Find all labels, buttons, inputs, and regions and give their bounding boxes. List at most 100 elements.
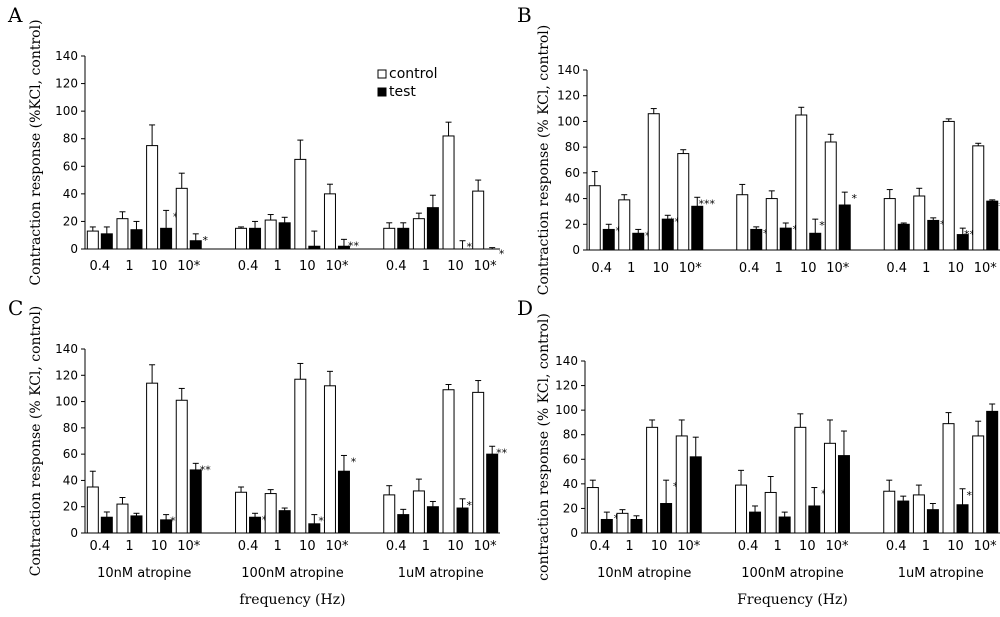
bar-control	[472, 391, 485, 534]
bar-test	[778, 516, 791, 534]
x-tick-label: 1	[274, 539, 282, 554]
x-tick-label: 10*	[325, 539, 349, 554]
x-tick-label: 10*	[474, 539, 498, 554]
y-tick-label: 40	[565, 192, 580, 206]
bar-control	[735, 484, 748, 534]
bar-control	[942, 120, 955, 251]
bar-control	[442, 389, 455, 534]
x-tick-label: 0.4	[89, 259, 110, 274]
significance-marker: ***	[994, 200, 1000, 213]
bar-control	[677, 153, 690, 251]
group-label: 100nM atropine	[241, 566, 344, 581]
chart-panel-A: A 0 20 40 60 80 100 120 140 Contraction response …	[7, 3, 505, 286]
bar-test	[130, 229, 143, 250]
panel-letter: B	[517, 3, 532, 27]
x-tick-label: 10	[799, 539, 816, 554]
bar-control	[586, 487, 599, 534]
y-tick-label: 20	[565, 217, 580, 231]
bar-control	[264, 219, 277, 250]
bar-test	[486, 453, 499, 534]
x-tick-label: 0.4	[738, 539, 759, 554]
y-tick-label: 20	[63, 214, 78, 228]
bar-control	[824, 141, 837, 251]
bar-control	[823, 442, 836, 534]
x-tick-label: 10	[299, 539, 316, 554]
bar-control	[618, 199, 631, 251]
y-tick-label: 0	[572, 243, 580, 257]
significance-marker: **	[496, 446, 508, 459]
y-tick-label: 40	[63, 473, 78, 487]
x-tick-label: 1	[922, 261, 930, 276]
bar-test	[632, 232, 645, 251]
bar-control	[913, 195, 926, 251]
y-axis-label: Contraction response (% KCl, control)	[28, 306, 44, 577]
bar-test	[749, 511, 762, 534]
chart-panel-B: B 0 20 40 60 80 100 120 140 Contraction response …	[517, 3, 1000, 295]
bar-test	[689, 456, 702, 534]
significance-marker: *	[203, 234, 209, 247]
panel-letter: A	[7, 3, 23, 27]
y-tick-label: 60	[63, 447, 78, 461]
x-tick-label: 10*	[474, 259, 498, 274]
bar-control	[588, 185, 601, 251]
significance-marker: *	[499, 248, 505, 261]
y-tick-label: 80	[63, 132, 78, 146]
x-axis-label: frequency (Hz)	[239, 592, 345, 608]
x-tick-label: 10*	[974, 539, 998, 554]
bar-test	[397, 227, 410, 250]
bar-control	[972, 145, 985, 251]
bar-test	[278, 222, 291, 250]
legend-label-test: test	[389, 84, 416, 100]
group-label: 1uM atropine	[398, 566, 484, 581]
y-tick-label: 60	[563, 452, 578, 466]
x-tick-label: 10	[151, 259, 168, 274]
x-tick-label: 0.4	[386, 539, 407, 554]
bar-control	[175, 399, 188, 534]
x-tick-label: 0.4	[886, 261, 907, 276]
bar-test	[838, 204, 851, 251]
panel-letter: D	[517, 296, 533, 320]
bar-test	[837, 455, 850, 534]
x-tick-label: 0.4	[739, 261, 760, 276]
x-axis-label: Frequency (Hz)	[737, 592, 848, 608]
group-label: 10nM atropine	[597, 566, 691, 581]
bar-control	[442, 135, 455, 250]
group-label: 1uM atropine	[898, 566, 984, 581]
x-tick-label: 10*	[679, 261, 703, 276]
bar-test	[927, 219, 940, 251]
y-tick-label: 100	[557, 114, 580, 128]
chart-panel-C: C 0 20 40 60 80 100 120 140 Contraction response …	[8, 296, 508, 608]
y-tick-label: 140	[555, 354, 578, 368]
x-tick-label: 1	[775, 261, 783, 276]
bar-test	[750, 228, 763, 251]
x-tick-label: 1	[774, 539, 782, 554]
bar-control	[883, 490, 896, 534]
bar-control	[616, 512, 629, 534]
y-tick-label: 80	[565, 140, 580, 154]
y-tick-label: 20	[63, 500, 78, 514]
x-tick-label: 10	[447, 259, 464, 274]
significance-marker: ***	[699, 197, 716, 210]
bar-control	[116, 503, 129, 534]
bar-control	[235, 227, 248, 250]
y-tick-label: 60	[63, 159, 78, 173]
x-tick-label: 10*	[974, 261, 998, 276]
y-axis-label: Contraction response (%KCl, control)	[28, 19, 44, 285]
y-tick-label: 120	[555, 379, 578, 393]
significance-marker: **	[200, 463, 212, 476]
bar-test	[779, 227, 792, 251]
x-tick-label: 10	[299, 259, 316, 274]
x-tick-label: 0.4	[89, 539, 110, 554]
x-tick-label: 10*	[177, 259, 201, 274]
bar-test	[189, 469, 202, 534]
bar-control	[412, 490, 425, 534]
x-tick-label: 10	[151, 539, 168, 554]
bar-control	[472, 190, 485, 250]
y-tick-label: 40	[63, 187, 78, 201]
legend-label-control: control	[389, 66, 438, 82]
x-tick-label: 10*	[677, 539, 701, 554]
x-tick-label: 1	[922, 539, 930, 554]
x-tick-label: 1	[422, 539, 430, 554]
bar-test	[897, 223, 910, 251]
